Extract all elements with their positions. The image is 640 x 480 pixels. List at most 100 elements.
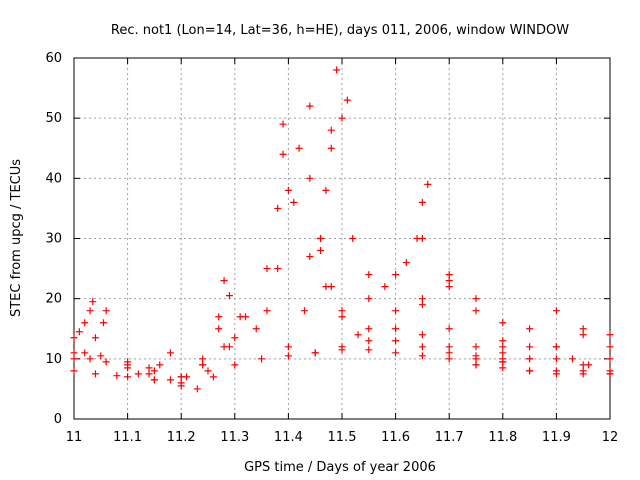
data-point (284, 186, 292, 194)
data-point (445, 349, 453, 357)
data-point (381, 283, 389, 291)
x-tick-label: 11.2 (167, 430, 196, 445)
data-point (354, 331, 362, 339)
data-point (199, 361, 207, 369)
data-point (418, 295, 426, 303)
data-point (552, 307, 560, 315)
grid-lines (74, 58, 610, 419)
y-tick-label: 60 (45, 51, 62, 66)
data-point (445, 343, 453, 351)
data-point (300, 307, 308, 315)
series-5 (124, 277, 228, 384)
data-point (199, 355, 207, 363)
data-point (552, 343, 560, 351)
series-19 (472, 307, 614, 369)
data-point (70, 334, 78, 342)
series-11 (306, 174, 507, 366)
data-point (606, 370, 614, 378)
data-point (86, 355, 94, 363)
data-point (204, 367, 212, 375)
data-point (231, 361, 239, 369)
data-point (177, 379, 185, 387)
series-6 (124, 313, 244, 393)
data-point (349, 235, 357, 242)
x-tick-label: 11.7 (435, 430, 464, 445)
x-tick-label: 12 (602, 430, 619, 445)
data-point (606, 331, 614, 339)
data-point (418, 352, 426, 360)
data-point (209, 373, 217, 381)
data-point (445, 325, 453, 333)
series-14 (349, 235, 507, 366)
data-point (472, 307, 480, 315)
data-point (311, 349, 319, 357)
data-point (317, 247, 325, 255)
data-point (418, 198, 426, 206)
y-tick-label: 50 (45, 111, 62, 126)
data-point (472, 343, 480, 351)
data-point (327, 283, 335, 291)
data-point (402, 259, 410, 267)
data-point (284, 352, 292, 360)
data-point (279, 120, 287, 128)
data-point (392, 325, 400, 333)
data-point (150, 376, 158, 384)
data-point (472, 352, 480, 360)
series-7 (177, 120, 287, 387)
data-point (445, 355, 453, 363)
x-axis-label: GPS time / Days of year 2006 (244, 460, 436, 475)
data-point (526, 355, 534, 363)
data-point (220, 277, 228, 285)
series-13 (311, 283, 453, 357)
data-point (365, 337, 373, 345)
x-tick-label: 11 (66, 430, 83, 445)
data-point (392, 271, 400, 279)
data-points (70, 66, 614, 393)
data-point (81, 319, 89, 327)
data-point (279, 150, 287, 158)
data-point (124, 373, 132, 381)
series-3 (70, 349, 174, 380)
data-point (306, 102, 314, 110)
data-point (392, 337, 400, 345)
data-point (81, 349, 89, 357)
x-tick-label: 11.1 (113, 430, 142, 445)
data-point (338, 114, 346, 122)
data-point (418, 301, 426, 309)
series-4 (97, 292, 233, 381)
data-point (306, 174, 314, 182)
data-point (263, 307, 271, 315)
data-point (70, 355, 78, 363)
series-16 (392, 271, 507, 363)
y-tick-label: 0 (54, 412, 62, 427)
y-tick-label: 40 (45, 171, 62, 186)
data-point (327, 144, 335, 152)
data-point (102, 358, 110, 366)
data-point (568, 355, 576, 363)
x-tick-label: 11.6 (381, 430, 410, 445)
data-point (70, 367, 78, 375)
y-tick-label: 30 (45, 232, 62, 247)
data-point (445, 271, 453, 279)
x-tick-label: 11.8 (488, 430, 517, 445)
data-point (150, 367, 158, 375)
data-point (418, 343, 426, 351)
y-axis-label: STEC from upcg / TECUs (9, 159, 24, 317)
series-12 (317, 66, 341, 242)
data-point (343, 96, 351, 104)
data-point (338, 307, 346, 315)
data-point (134, 370, 142, 378)
data-point (215, 313, 223, 321)
data-point (91, 370, 99, 378)
x-tick-label: 11.4 (274, 430, 303, 445)
data-point (97, 352, 105, 360)
data-point (145, 370, 153, 378)
data-point (499, 355, 507, 363)
data-point (499, 364, 507, 372)
data-point (552, 367, 560, 375)
data-point (290, 198, 298, 206)
data-point (499, 319, 507, 327)
data-point (499, 337, 507, 345)
data-point (156, 361, 164, 369)
data-point (113, 372, 121, 380)
